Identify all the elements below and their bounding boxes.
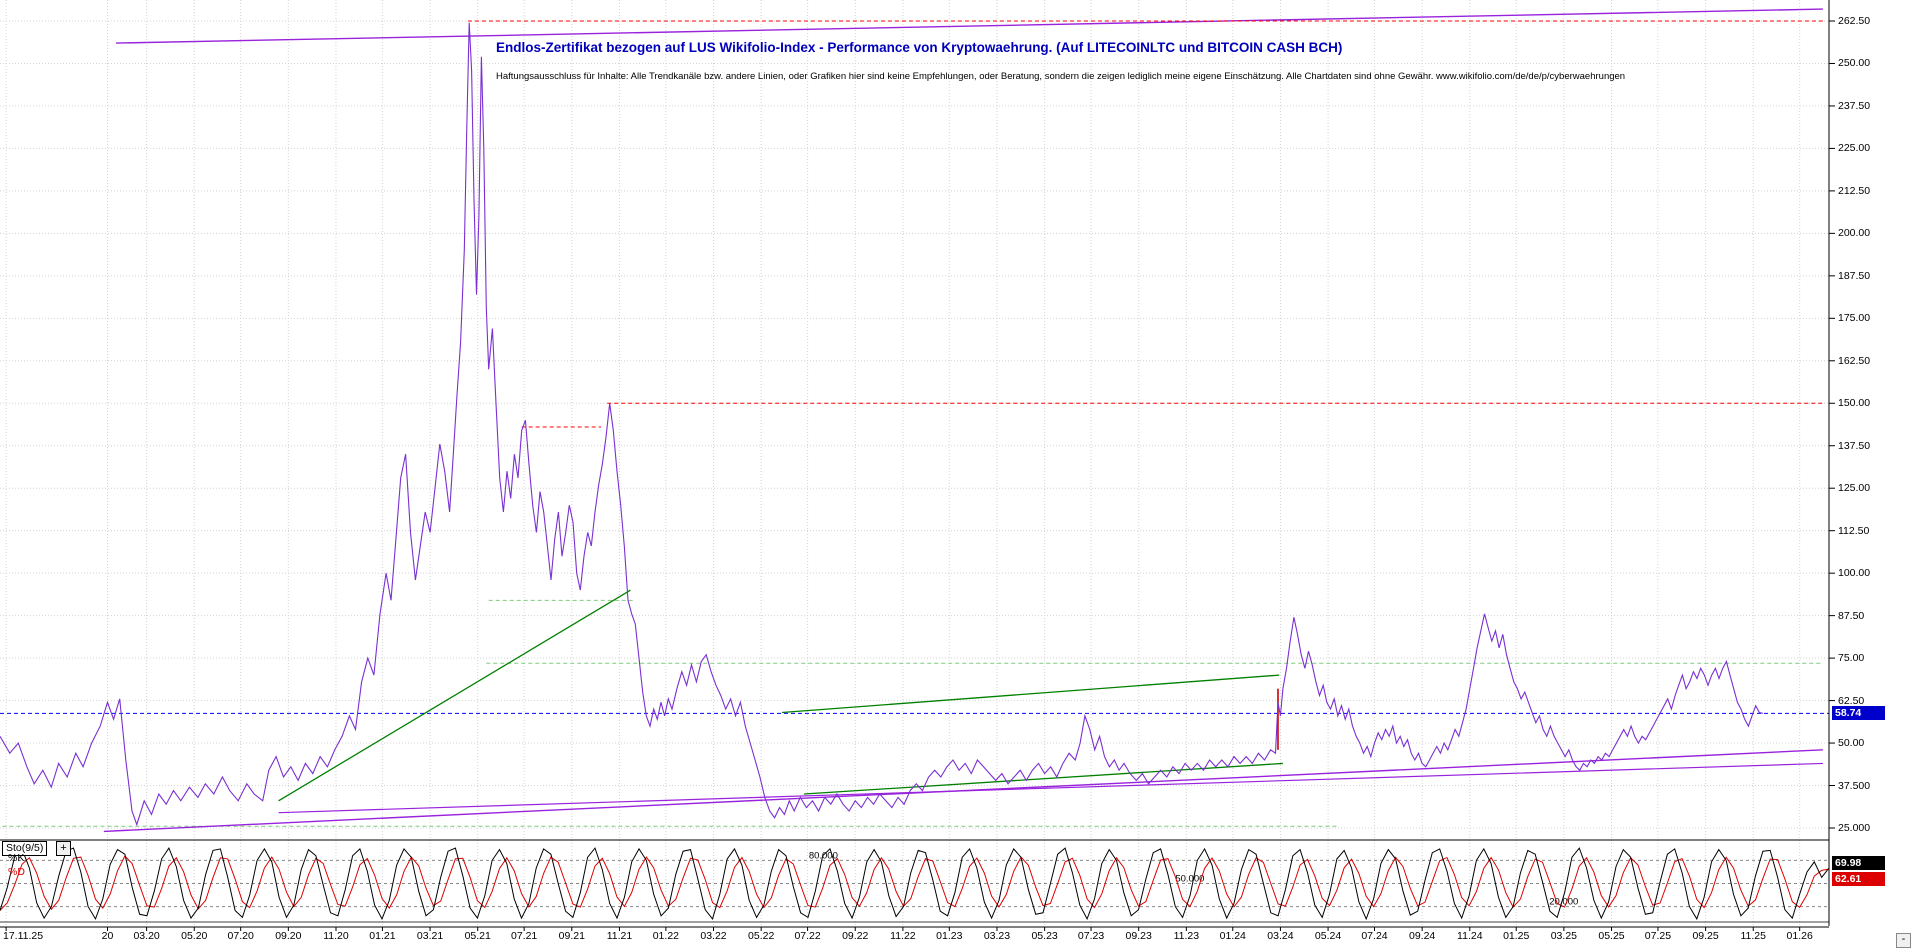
add-indicator-button[interactable]: + <box>56 841 71 856</box>
x-tick-label: 01.21 <box>369 930 396 942</box>
stochastic-level-label: 80.000 <box>809 850 838 861</box>
x-tick-label: 01.23 <box>936 930 963 942</box>
y-tick-label: 87.50 <box>1838 609 1865 622</box>
plus-icon: + <box>60 842 67 854</box>
x-tick-label: 07.21 <box>511 930 538 942</box>
stochastic-k-line <box>0 847 1830 921</box>
x-tick-label: 09.25 <box>1692 930 1719 942</box>
y-tick-label: 25.000 <box>1838 822 1871 834</box>
x-tick-label: 11.24 <box>1457 930 1483 942</box>
x-tick-label: 11.20 <box>323 930 349 942</box>
stochastic-level-label: 20.000 <box>1549 897 1578 908</box>
y-tick-label: 62.50 <box>1838 694 1865 707</box>
x-tick-label: 09.22 <box>842 930 869 942</box>
x-tick-label: 05.24 <box>1314 930 1342 942</box>
chart-disclaimer: Haftungsausschluss für Inhalte: Alle Tre… <box>496 71 1626 82</box>
current-price-badge: 58.74 <box>1832 706 1885 720</box>
x-tick-label: 17.11.25 <box>3 930 44 942</box>
x-tick-label: 03.24 <box>1267 930 1294 942</box>
axes-frame <box>0 0 1835 931</box>
y-tick-label: 212.50 <box>1838 184 1871 197</box>
minus-icon: - <box>1901 933 1906 945</box>
x-tick-label: 09.24 <box>1409 930 1436 942</box>
y-tick-label: 150.00 <box>1838 397 1871 410</box>
x-tick-label: 11.21 <box>606 930 633 942</box>
price-line <box>0 22 1764 827</box>
stochastic-level-label: 50.000 <box>1175 874 1204 885</box>
y-tick-label: 125.00 <box>1838 482 1871 495</box>
x-tick-label: 20 <box>101 930 114 942</box>
x-tick-label: 05.21 <box>464 930 491 942</box>
x-tick-label: 09.23 <box>1125 930 1152 942</box>
x-tick-label: 11.22 <box>890 930 916 942</box>
x-tick-label: 01.24 <box>1219 930 1246 942</box>
y-tick-label: 162.50 <box>1838 354 1871 367</box>
y-tick-label: 75.00 <box>1838 652 1865 665</box>
x-tick-label: 05.25 <box>1598 930 1625 942</box>
x-tick-label: 05.23 <box>1031 930 1058 942</box>
chart-title: Endlos-Zertifikat bezogen auf LUS Wikifo… <box>496 40 1343 55</box>
y-tick-label: 37.500 <box>1838 779 1871 792</box>
x-tick-label: 07.23 <box>1077 930 1105 942</box>
stochastic-d-badge: 62.61 <box>1832 872 1885 886</box>
x-tick-label: 03.22 <box>700 930 727 942</box>
x-tick-label: 09.21 <box>558 930 585 942</box>
price-series <box>0 22 1764 827</box>
x-tick-label: 03.20 <box>133 930 160 942</box>
x-tick-label: 01.25 <box>1503 930 1530 942</box>
x-tick-label: 01.22 <box>652 930 679 942</box>
trend-lines <box>0 8 1829 833</box>
y-tick-label: 237.50 <box>1838 99 1871 112</box>
y-tick-label: 112.50 <box>1838 524 1870 537</box>
violet-support-secondary <box>278 762 1823 814</box>
stochastic-panel: 80.000 50.000 20.000 <box>0 847 1830 921</box>
indicator-label[interactable]: Sto(9/5) <box>2 841 48 856</box>
x-tick-label: 03.21 <box>416 930 444 942</box>
x-tick-label: 07.22 <box>794 930 821 942</box>
green-uptrend-2022-2024-lower <box>803 762 1283 795</box>
y-tick-label: 175.00 <box>1838 312 1871 325</box>
y-tick-label: 250.00 <box>1838 57 1871 70</box>
x-tick-label: 07.24 <box>1361 930 1388 942</box>
y-tick-label: 262.50 <box>1838 15 1871 27</box>
x-tick-label: 11.25 <box>1740 930 1766 942</box>
x-tick-label: 05.20 <box>181 930 208 942</box>
x-tick-label: 03.23 <box>983 930 1011 942</box>
y-tick-label: 137.50 <box>1838 439 1871 452</box>
y-tick-label: 100.00 <box>1838 567 1871 580</box>
x-tick-label: 03.25 <box>1550 930 1577 942</box>
y-tick-label: 225.00 <box>1838 142 1871 155</box>
collapse-button[interactable]: - <box>1896 933 1911 948</box>
gridlines <box>0 0 1829 926</box>
indicator-label-text: Sto(9/5) <box>6 842 44 854</box>
x-tick-label: 07.20 <box>227 930 254 942</box>
green-uptrend-2022-2024-upper <box>781 674 1280 714</box>
stochastic-k-badge: 69.98 <box>1832 856 1885 870</box>
green-uptrend-2020-2021 <box>278 589 631 802</box>
k-series-label: %K <box>8 852 25 864</box>
y-tick-label: 50.00 <box>1838 737 1865 750</box>
upper-channel-trendline <box>116 8 1823 44</box>
x-tick-label: 09.20 <box>275 930 302 942</box>
x-tick-label: 05.22 <box>748 930 775 942</box>
x-tick-label: 01.26 <box>1786 930 1813 942</box>
stochastic-d-line <box>0 855 1830 911</box>
x-tick-label: 11.23 <box>1173 930 1200 942</box>
y-tick-label: 200.00 <box>1838 227 1871 240</box>
d-series-label: %D <box>8 866 25 878</box>
y-tick-label: 187.50 <box>1838 269 1871 282</box>
x-tick-label: 07.25 <box>1644 930 1672 942</box>
